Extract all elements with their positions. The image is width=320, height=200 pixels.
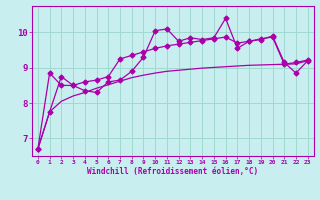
X-axis label: Windchill (Refroidissement éolien,°C): Windchill (Refroidissement éolien,°C) bbox=[87, 167, 258, 176]
